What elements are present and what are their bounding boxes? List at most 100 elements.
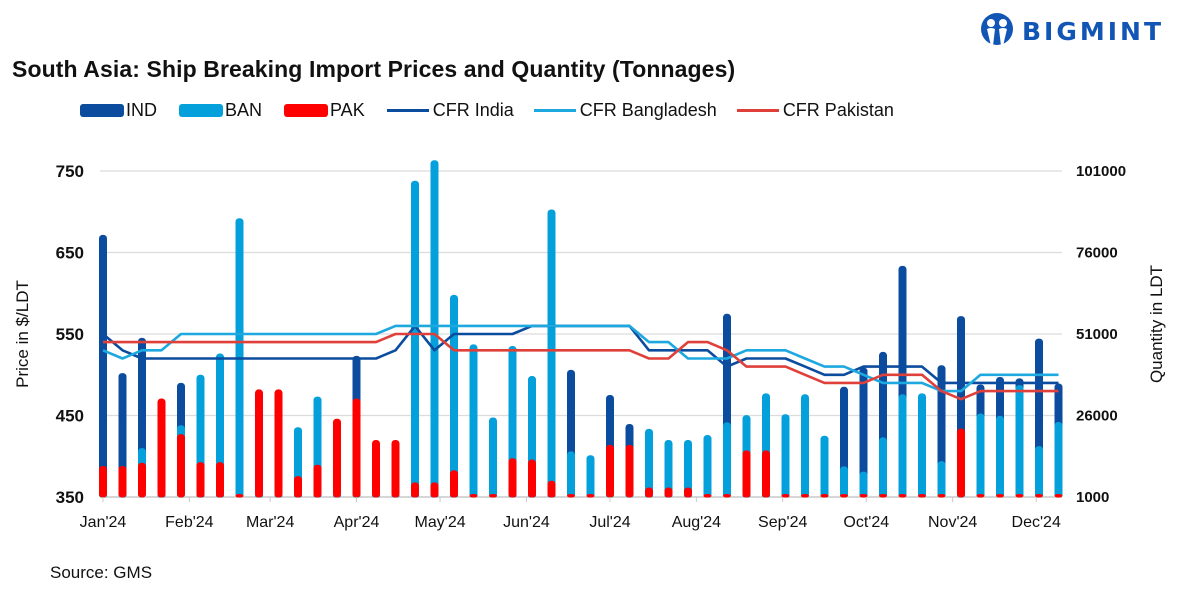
y-tick-label: 550 bbox=[56, 325, 84, 344]
bar-pak bbox=[976, 494, 985, 498]
bar-pak bbox=[664, 487, 673, 498]
bar-pak bbox=[586, 494, 595, 498]
y2-tick-label: 1000 bbox=[1076, 489, 1109, 506]
bar-pak bbox=[372, 439, 380, 498]
bar-pak bbox=[937, 494, 946, 498]
bar-ban bbox=[411, 180, 419, 498]
lines bbox=[102, 324, 1059, 401]
bar-pak bbox=[177, 434, 185, 498]
legend-label-cfr-india: CFR India bbox=[432, 100, 514, 120]
bar-ban bbox=[1054, 422, 1063, 498]
bar-ban bbox=[586, 455, 595, 498]
bigmint-logo: BIGMINT bbox=[980, 12, 1164, 50]
axes: 350 450 550 650 750 1000 26000 51000 76000 101000… bbox=[56, 162, 1126, 531]
x-tick-label: Apr'24 bbox=[334, 514, 380, 531]
legend: IND BAN PAK CFR India CFR Bangladesh CFR… bbox=[80, 100, 904, 121]
bar-ban bbox=[937, 461, 946, 498]
x-tick-label: Oct'24 bbox=[843, 514, 889, 531]
bar-ban bbox=[216, 353, 224, 498]
bar-ban bbox=[1015, 385, 1024, 498]
x-tick-label: Feb'24 bbox=[165, 514, 214, 531]
bar-pak bbox=[957, 428, 965, 498]
bar-pak bbox=[859, 494, 868, 498]
bar-ban bbox=[898, 394, 907, 498]
bar-pak bbox=[118, 466, 127, 498]
source-note: Source: GMS bbox=[50, 563, 153, 582]
bar-pak bbox=[313, 464, 322, 498]
bar-ban bbox=[430, 160, 439, 498]
bar-pak bbox=[274, 389, 283, 498]
bar-ban bbox=[918, 393, 926, 498]
bar-ban bbox=[801, 394, 809, 498]
bar-pak bbox=[742, 450, 751, 498]
y-tick-label: 450 bbox=[56, 407, 84, 426]
legend-item-cfr-india: CFR India bbox=[386, 100, 514, 121]
bar-ban bbox=[840, 466, 848, 498]
bar-ban bbox=[645, 428, 653, 498]
bar-ban bbox=[1035, 446, 1043, 498]
bar-pak bbox=[625, 444, 634, 498]
x-tick-label: Nov'24 bbox=[928, 514, 977, 531]
bar-ban bbox=[703, 435, 712, 498]
bar-ban bbox=[820, 435, 829, 498]
bar-pak bbox=[879, 494, 887, 498]
chart-title: South Asia: Ship Breaking Import Prices … bbox=[12, 56, 736, 82]
legend-label-pak: PAK bbox=[330, 100, 365, 120]
bigmint-logo-icon bbox=[981, 13, 1013, 46]
bar-ban bbox=[723, 422, 731, 498]
legend-swatch-cfr-bangladesh bbox=[533, 109, 576, 112]
bar-ban bbox=[996, 415, 1004, 498]
bar-pak bbox=[898, 494, 907, 498]
x-tick-label: Dec'24 bbox=[1012, 514, 1061, 531]
bar-ban bbox=[469, 344, 478, 498]
legend-item-cfr-pakistan: CFR Pakistan bbox=[736, 100, 894, 121]
bar-pak bbox=[567, 494, 575, 498]
legend-item-ind: IND bbox=[80, 100, 157, 121]
bar-pak bbox=[1054, 494, 1063, 498]
bar-pak bbox=[801, 494, 809, 498]
bar-ban bbox=[567, 451, 575, 498]
bar-pak bbox=[840, 494, 848, 498]
bar-ban bbox=[450, 294, 458, 498]
line-cfr-bangladesh bbox=[102, 324, 1059, 393]
legend-label-cfr-pakistan: CFR Pakistan bbox=[782, 100, 894, 120]
y2-axis-label: Quantity in LDT bbox=[1147, 265, 1166, 383]
bigmint-logo-text: BIGMINT bbox=[1022, 16, 1165, 46]
legend-swatch-ind bbox=[80, 104, 124, 117]
x-tick-label: Aug'24 bbox=[672, 514, 721, 531]
legend-label-cfr-bangladesh: CFR Bangladesh bbox=[579, 100, 717, 120]
x-tick-label: May'24 bbox=[415, 514, 466, 531]
bar-pak bbox=[645, 487, 653, 498]
bar-ban bbox=[781, 414, 790, 498]
legend-item-ban: BAN bbox=[179, 100, 262, 121]
x-tick-label: Mar'24 bbox=[246, 514, 295, 531]
bar-pak bbox=[781, 494, 790, 498]
bar-pak bbox=[294, 476, 302, 498]
bar-pak bbox=[528, 459, 536, 498]
bar-pak bbox=[1035, 494, 1043, 498]
bar-pak bbox=[430, 482, 439, 498]
legend-swatch-ban bbox=[179, 104, 223, 117]
bar-pak bbox=[489, 494, 497, 498]
legend-swatch-cfr-india bbox=[386, 109, 429, 112]
bar-pak bbox=[450, 470, 458, 498]
bar-pak bbox=[255, 389, 263, 498]
bar-ban bbox=[879, 437, 887, 498]
y-tick-label: 750 bbox=[56, 162, 84, 181]
legend-item-cfr-bangladesh: CFR Bangladesh bbox=[533, 100, 717, 121]
bar-pak bbox=[411, 482, 419, 498]
legend-item-pak: PAK bbox=[284, 100, 365, 121]
bar-ind bbox=[99, 234, 107, 498]
bar-pak bbox=[469, 494, 478, 498]
legend-swatch-cfr-pakistan bbox=[736, 109, 779, 112]
bar-pak bbox=[138, 462, 146, 498]
bar-ban bbox=[489, 417, 497, 498]
y2-tick-label: 51000 bbox=[1076, 326, 1118, 343]
y-tick-label: 350 bbox=[56, 488, 84, 507]
bar-pak bbox=[235, 494, 244, 498]
bar-ban bbox=[547, 209, 556, 498]
x-tick-label: Jan'24 bbox=[80, 514, 127, 531]
x-tick-label: Jul'24 bbox=[589, 514, 630, 531]
bar-pak bbox=[99, 466, 107, 498]
